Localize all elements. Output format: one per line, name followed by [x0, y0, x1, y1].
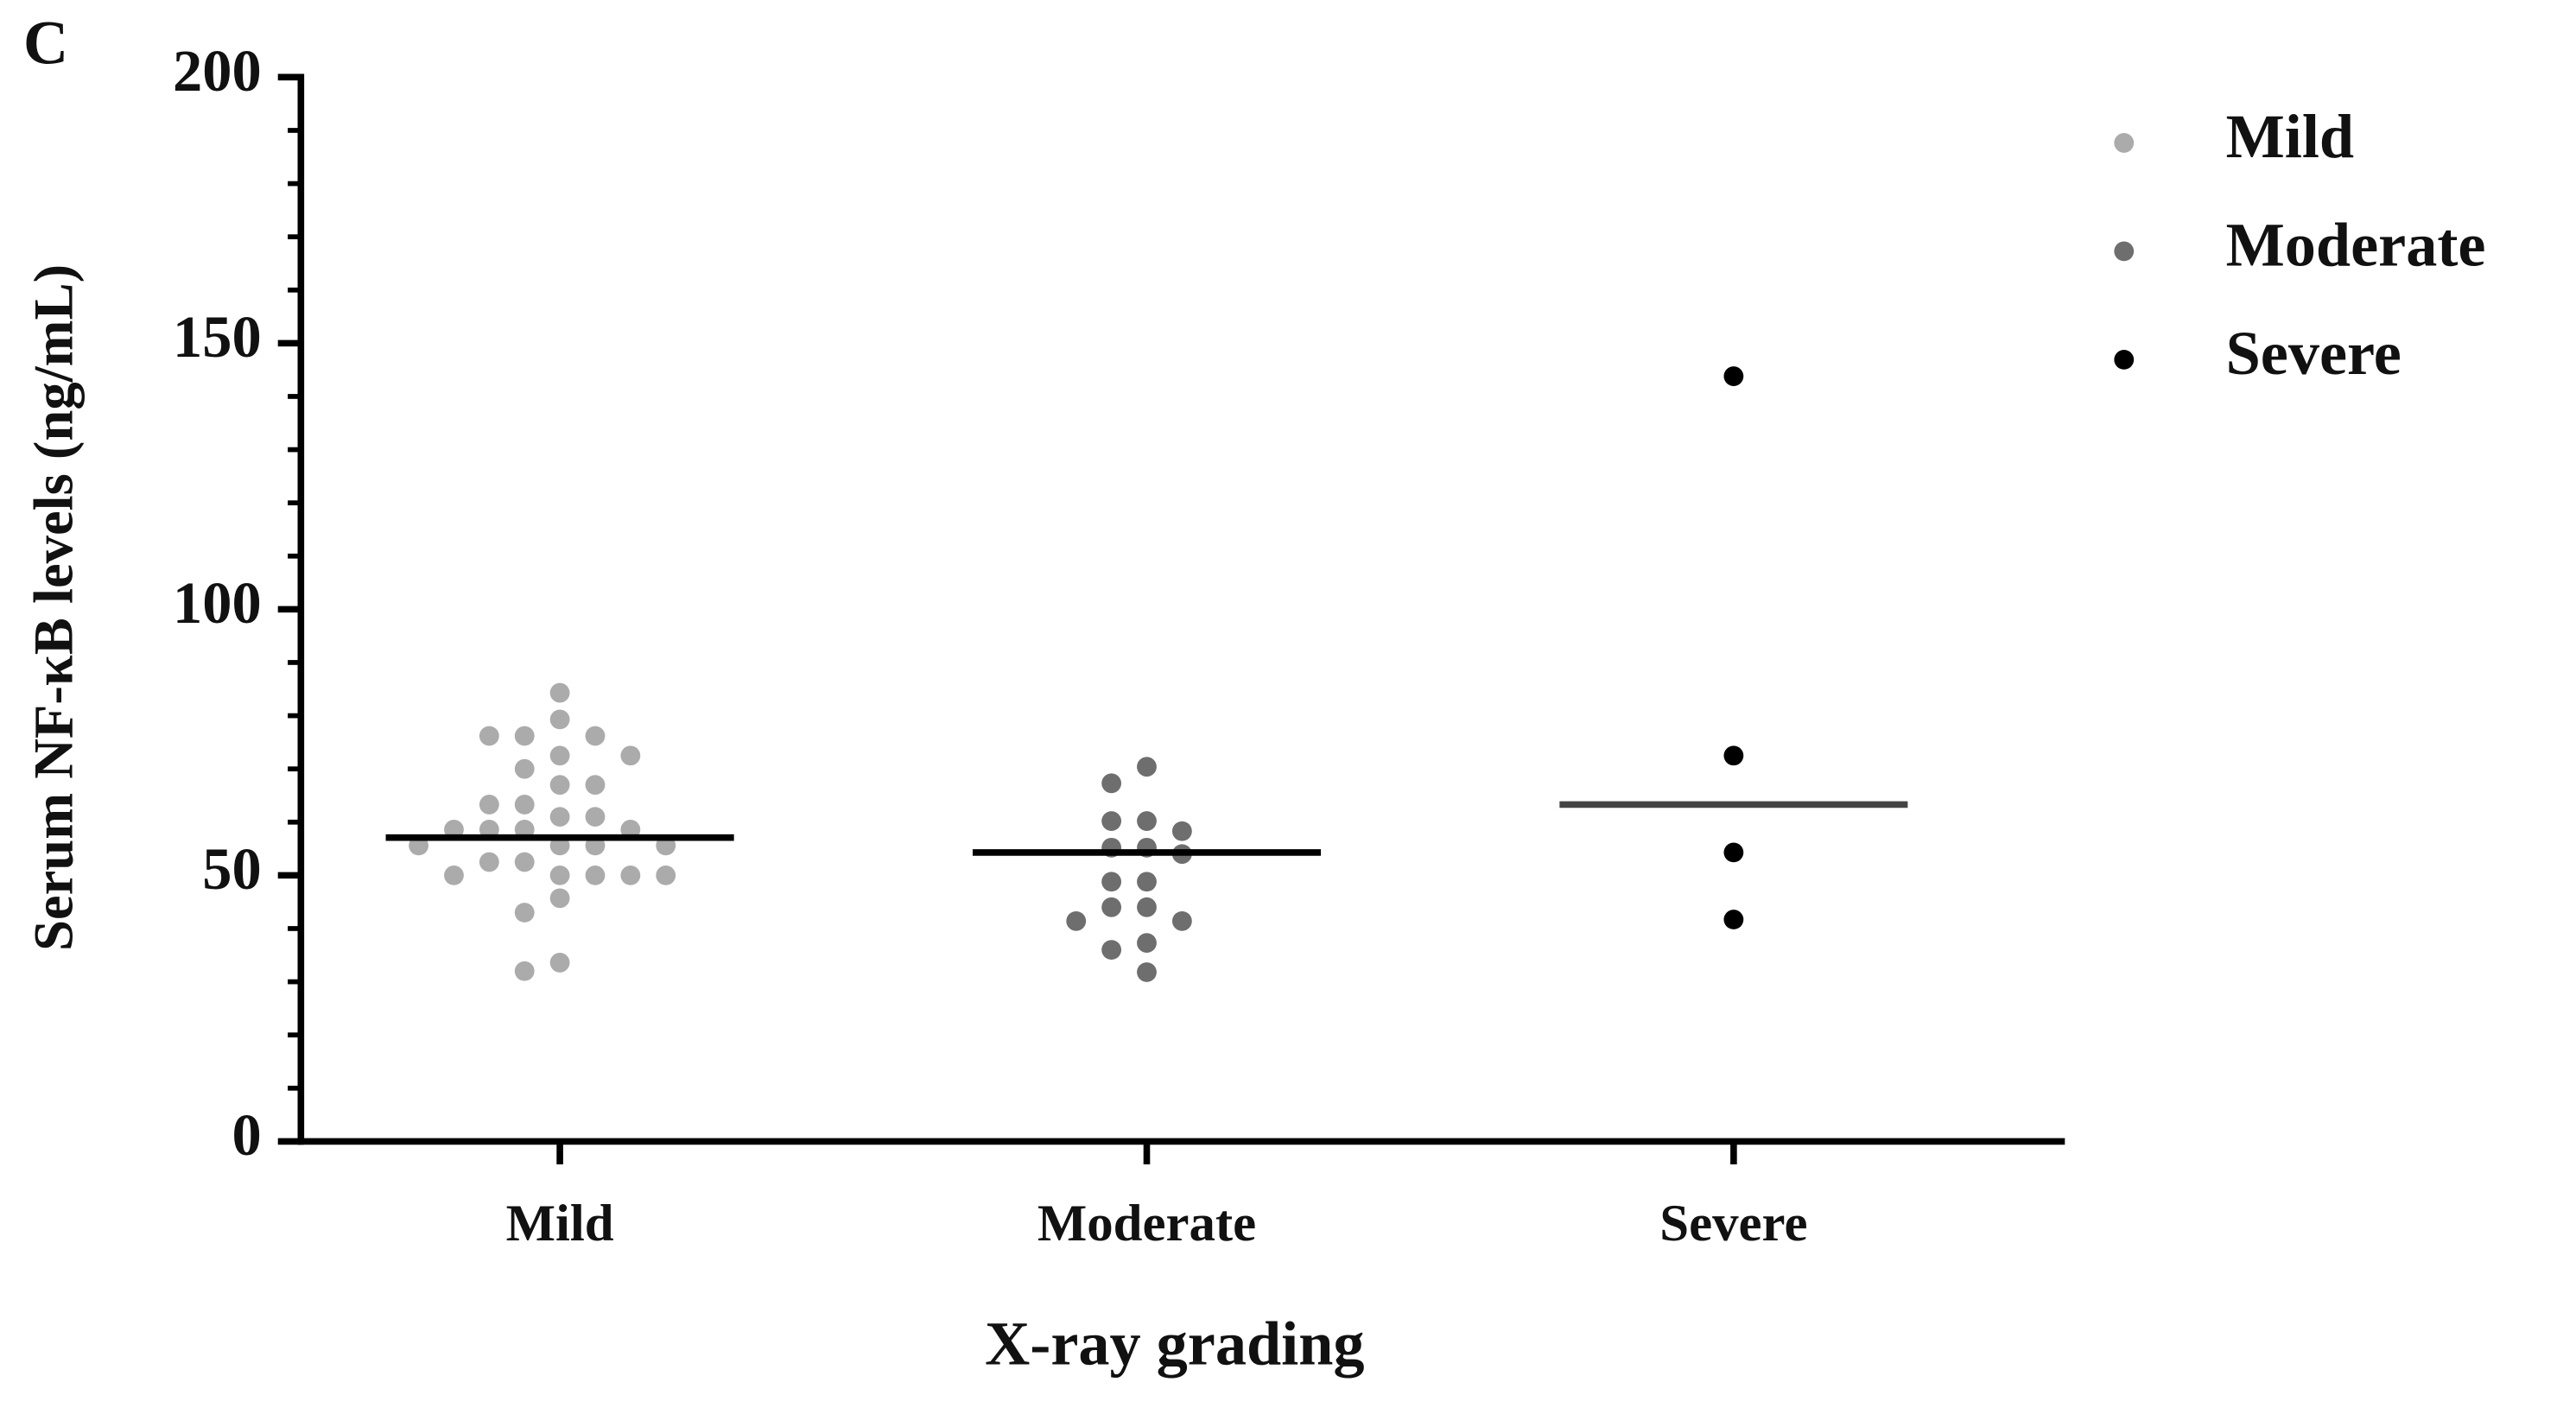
dot: [479, 726, 499, 746]
dot: [1137, 933, 1157, 954]
dot: [1101, 872, 1122, 892]
dot: [1101, 773, 1122, 794]
dot: [585, 865, 606, 885]
legend-marker: [2114, 241, 2135, 262]
legend-label: Moderate: [2226, 210, 2486, 279]
y-tick-label: 100: [173, 570, 262, 636]
dot: [620, 745, 641, 766]
x-axis-label: X-ray grading: [985, 1309, 1364, 1378]
x-tick-label: Moderate: [1037, 1195, 1256, 1252]
dot: [1137, 872, 1157, 892]
dot: [549, 775, 570, 796]
y-tick-label: 0: [232, 1102, 261, 1168]
dot: [585, 775, 606, 796]
dot: [549, 888, 570, 909]
dot: [514, 795, 535, 815]
dot: [1101, 940, 1122, 961]
dot: [1171, 910, 1192, 931]
dot: [656, 865, 676, 885]
dot: [514, 852, 535, 872]
dot: [1137, 962, 1157, 982]
x-tick-label: Severe: [1659, 1195, 1807, 1252]
dot: [1723, 745, 1744, 766]
dot: [1137, 811, 1157, 831]
dot: [549, 682, 570, 703]
dot: [1101, 811, 1122, 831]
dot: [549, 952, 570, 973]
legend-marker: [2114, 349, 2135, 370]
dot: [549, 709, 570, 730]
dot: [1723, 910, 1744, 929]
dot: [514, 758, 535, 779]
dot: [549, 745, 570, 766]
dot: [1066, 910, 1087, 931]
panel-label: C: [23, 9, 68, 78]
dot: [514, 903, 535, 923]
dot: [1723, 842, 1744, 863]
dot: [1137, 897, 1157, 917]
dot: [514, 961, 535, 981]
y-tick-label: 150: [173, 304, 262, 370]
legend-marker: [2114, 133, 2135, 153]
legend-label: Mild: [2226, 102, 2355, 171]
dot: [479, 795, 499, 815]
dot: [585, 726, 606, 746]
dot: [479, 852, 499, 872]
dot: [1723, 366, 1744, 386]
dot: [585, 807, 606, 827]
legend-label: Severe: [2226, 319, 2402, 388]
dot: [549, 807, 570, 827]
y-tick-label: 50: [202, 836, 261, 902]
x-tick-label: Mild: [506, 1195, 614, 1252]
dot: [549, 865, 570, 885]
dot: [620, 865, 641, 885]
y-tick-label: 200: [173, 38, 262, 104]
dot: [444, 865, 464, 885]
y-axis-label: Serum NF-κB levels (ng/mL): [22, 264, 85, 951]
dot: [514, 726, 535, 746]
dot: [1171, 821, 1192, 841]
dot: [1137, 757, 1157, 777]
dot: [1101, 897, 1122, 917]
